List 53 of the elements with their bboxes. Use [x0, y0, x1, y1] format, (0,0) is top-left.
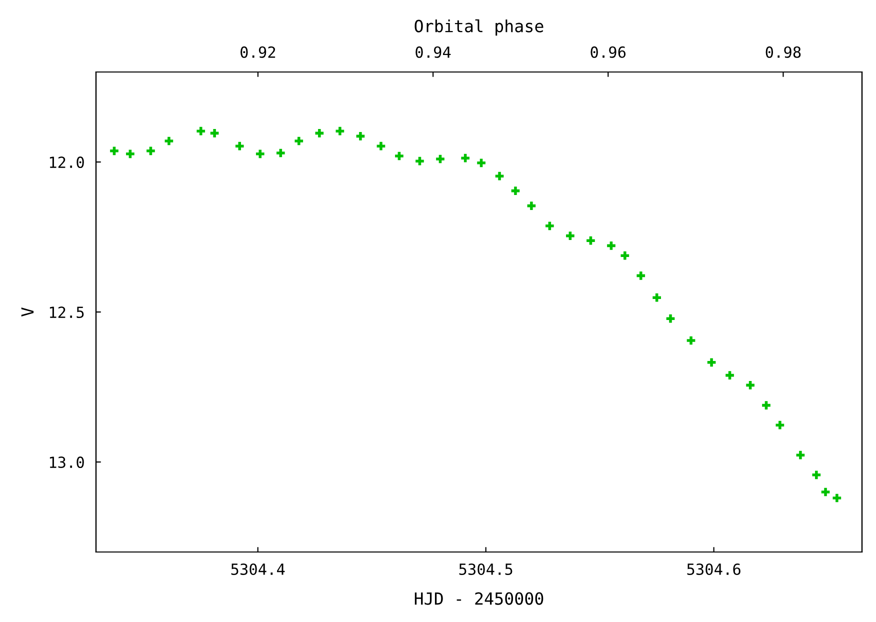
point — [235, 142, 244, 150]
point — [336, 126, 344, 136]
point — [376, 142, 386, 150]
point — [210, 129, 219, 138]
point — [146, 146, 155, 156]
point — [726, 371, 734, 380]
point — [586, 236, 595, 245]
point — [256, 150, 264, 158]
point — [356, 132, 365, 140]
point — [821, 488, 830, 496]
y-axis-title: V — [21, 307, 34, 317]
x2-tick-label: 0.98 — [766, 46, 801, 58]
x-tick-label: 5304.6 — [687, 563, 740, 576]
point — [607, 242, 616, 250]
point — [812, 470, 821, 480]
x2-tick-label: 0.92 — [240, 46, 276, 58]
point — [416, 156, 424, 166]
y-tick-label: 12.0 — [50, 156, 84, 168]
point — [546, 222, 554, 230]
point — [164, 136, 174, 146]
y-tick-label: 13.0 — [50, 456, 84, 468]
point — [666, 314, 675, 323]
point — [762, 401, 770, 410]
point — [686, 336, 696, 345]
point — [832, 494, 842, 502]
point — [110, 146, 118, 156]
point — [436, 154, 444, 164]
x-axis-title: HJD - 2450000 — [414, 592, 544, 605]
point — [796, 450, 805, 460]
point — [461, 154, 470, 162]
x2-axis-title: Orbital phase — [414, 19, 544, 36]
point — [395, 152, 404, 160]
point — [746, 381, 754, 390]
point — [636, 272, 646, 280]
x2-tick-label: 0.96 — [590, 46, 626, 58]
point — [477, 158, 486, 168]
point — [776, 420, 784, 430]
point — [511, 186, 520, 195]
point — [566, 232, 574, 240]
y-tick-label: 12.5 — [50, 306, 84, 318]
point — [315, 129, 324, 138]
point — [527, 202, 536, 210]
point — [652, 293, 661, 302]
point — [620, 251, 630, 260]
x-tick-label: 5304.4 — [231, 563, 285, 576]
x-tick-label: 5304.5 — [459, 563, 512, 576]
point — [495, 172, 504, 180]
point — [196, 126, 206, 136]
point — [294, 136, 304, 146]
point — [276, 148, 285, 158]
point — [126, 150, 134, 158]
x2-tick-label: 0.94 — [416, 46, 451, 58]
point — [707, 358, 716, 367]
